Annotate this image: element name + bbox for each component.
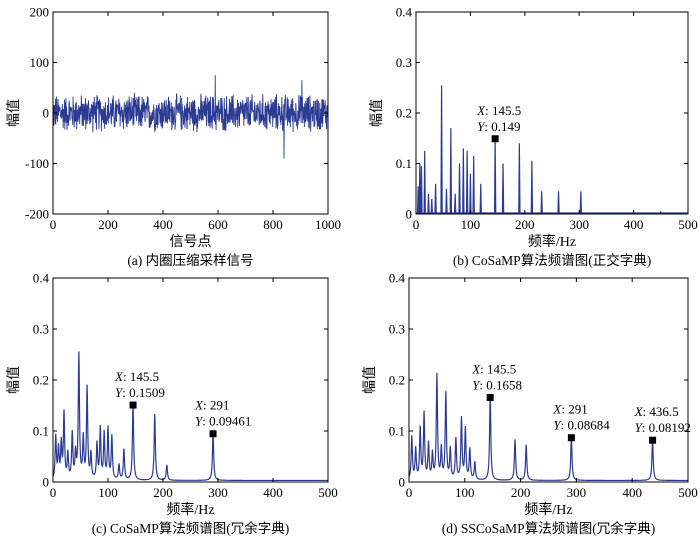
x-tick-label: 800: [263, 217, 283, 232]
x-tick-label: 0: [413, 217, 420, 232]
y-tick-label: 200: [30, 5, 50, 20]
chart-caption: (c) CoSaMP算法频谱图(冗余字典): [92, 520, 290, 536]
datatip-marker: [491, 135, 499, 143]
datatip-y: Y: 0.149: [477, 119, 520, 134]
x-tick-label: 600: [208, 217, 228, 232]
x-tick-label: 100: [455, 485, 475, 500]
series-line: [53, 75, 328, 159]
y-axis-label: 幅值: [362, 366, 378, 394]
x-tick-label: 300: [208, 485, 228, 500]
chart-d: 0 100 200 300 400 500 0 0.1 0.2 0.3 0.4 频率/Hz 幅值 (d) …: [362, 271, 698, 537]
datatip-marker: [649, 436, 657, 444]
chart-caption: (a) 内圈压缩采样信号: [127, 253, 253, 268]
x-tick-label: 100: [98, 485, 118, 500]
x-tick-label: 0: [50, 217, 57, 232]
x-tick-label: 400: [622, 485, 642, 500]
datatip-x: X: 145.5: [114, 369, 159, 384]
x-tick-label: 1000: [315, 217, 341, 232]
y-tick-label: 0: [399, 475, 406, 490]
y-tick-label: 0: [406, 207, 413, 222]
datatip-marker: [209, 430, 217, 438]
y-tick-label: 0.4: [389, 271, 406, 286]
y-tick-label: 0.2: [396, 106, 412, 121]
chart-b: 0 100 200 300 400 500 0 0.1 0.2 0.3 0.4 频率/Hz 幅值 (b) …: [369, 5, 698, 269]
x-tick-label: 100: [461, 217, 481, 232]
datatip-marker: [129, 401, 137, 409]
x-tick-label: 200: [511, 485, 531, 500]
x-tick-label: 500: [318, 485, 338, 500]
datatip-x: X: 145.5: [471, 361, 516, 376]
x-tick-label: 0: [50, 485, 57, 500]
plot-frame: [52, 277, 329, 483]
y-axis-label: 幅值: [6, 99, 22, 127]
datatip-x: X: 291: [194, 398, 229, 413]
y-tick-label: 0.1: [396, 156, 412, 171]
y-tick-label: 0.1: [389, 424, 405, 439]
datatip-y: Y: 0.08684: [553, 418, 610, 433]
series-line: [53, 351, 328, 482]
y-tick-label: 0.4: [33, 271, 50, 286]
x-tick-label: 500: [678, 485, 698, 500]
y-tick-label: 0.3: [389, 322, 405, 337]
chart-c: 0 100 200 300 400 500 0 0.1 0.2 0.3 0.4 频率/Hz 幅值 (c) …: [6, 271, 338, 537]
x-tick-label: 200: [98, 217, 118, 232]
x-axis-label: 频率/Hz: [524, 501, 572, 518]
y-tick-label: 0: [43, 475, 50, 490]
y-tick-label: 100: [30, 55, 50, 70]
y-tick-label: 0.3: [33, 322, 49, 337]
x-tick-label: 300: [567, 485, 587, 500]
x-tick-label: 500: [678, 217, 698, 232]
chart-caption: (b) CoSaMP算法频谱图(正交字典): [453, 252, 651, 268]
datatip-marker: [567, 434, 575, 442]
x-axis-label: 频率/Hz: [166, 501, 214, 518]
x-tick-label: 0: [406, 485, 413, 500]
y-axis-label: 幅值: [6, 366, 22, 394]
chart-caption: (d) SSCoSaMP算法频谱图(冗余字典): [442, 520, 655, 536]
y-tick-label: 0.2: [389, 373, 405, 388]
y-tick-label: 0.4: [396, 5, 413, 20]
series-line: [409, 372, 688, 482]
x-tick-label: 400: [263, 485, 283, 500]
y-tick-label: 0.2: [33, 373, 49, 388]
x-axis-label: 频率/Hz: [528, 233, 576, 250]
plot-frame: [415, 11, 689, 215]
y-tick-label: 0.1: [33, 424, 49, 439]
datatip-y: Y: 0.1658: [472, 377, 522, 392]
y-axis-label: 幅值: [369, 99, 385, 127]
y-tick-label: -100: [25, 156, 49, 171]
datatip-marker: [486, 393, 494, 401]
chart-a: 0 200 400 600 800 1000 -200 -100 0 100 200 信号点 幅值 (a)…: [6, 5, 341, 269]
y-tick-label: -200: [25, 207, 49, 222]
x-axis-label: 信号点: [170, 234, 212, 250]
y-tick-label: 0.3: [396, 55, 412, 70]
x-tick-label: 400: [624, 217, 644, 232]
x-tick-label: 200: [153, 485, 173, 500]
datatip-y: Y: 0.09461: [195, 414, 251, 429]
x-tick-label: 200: [515, 217, 535, 232]
datatip-x: X: 436.5: [634, 404, 679, 419]
series-line: [416, 85, 688, 214]
datatip-y: Y: 0.1509: [115, 385, 165, 400]
datatip-x: X: 145.5: [476, 103, 521, 118]
y-tick-label: 0: [43, 106, 50, 121]
datatip-y: Y: 0.08192: [635, 420, 691, 435]
x-tick-label: 300: [569, 217, 589, 232]
datatip-x: X: 291: [552, 402, 587, 417]
x-tick-label: 400: [153, 217, 173, 232]
